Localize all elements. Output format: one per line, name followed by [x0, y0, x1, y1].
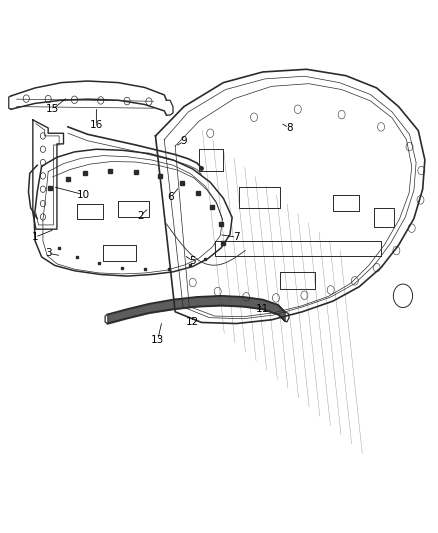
- Text: 12: 12: [186, 318, 199, 327]
- Text: 8: 8: [286, 123, 293, 133]
- Text: 7: 7: [233, 232, 240, 242]
- Text: 15: 15: [46, 104, 59, 114]
- Text: 11: 11: [256, 304, 269, 314]
- Text: 3: 3: [45, 248, 52, 258]
- Text: 10: 10: [77, 190, 90, 199]
- Text: 6: 6: [167, 192, 174, 202]
- Text: 13: 13: [151, 335, 164, 345]
- Text: 2: 2: [137, 211, 144, 221]
- Text: 1: 1: [32, 232, 39, 242]
- Text: 9: 9: [180, 136, 187, 146]
- Text: 16: 16: [90, 120, 103, 130]
- Text: 5: 5: [189, 256, 196, 266]
